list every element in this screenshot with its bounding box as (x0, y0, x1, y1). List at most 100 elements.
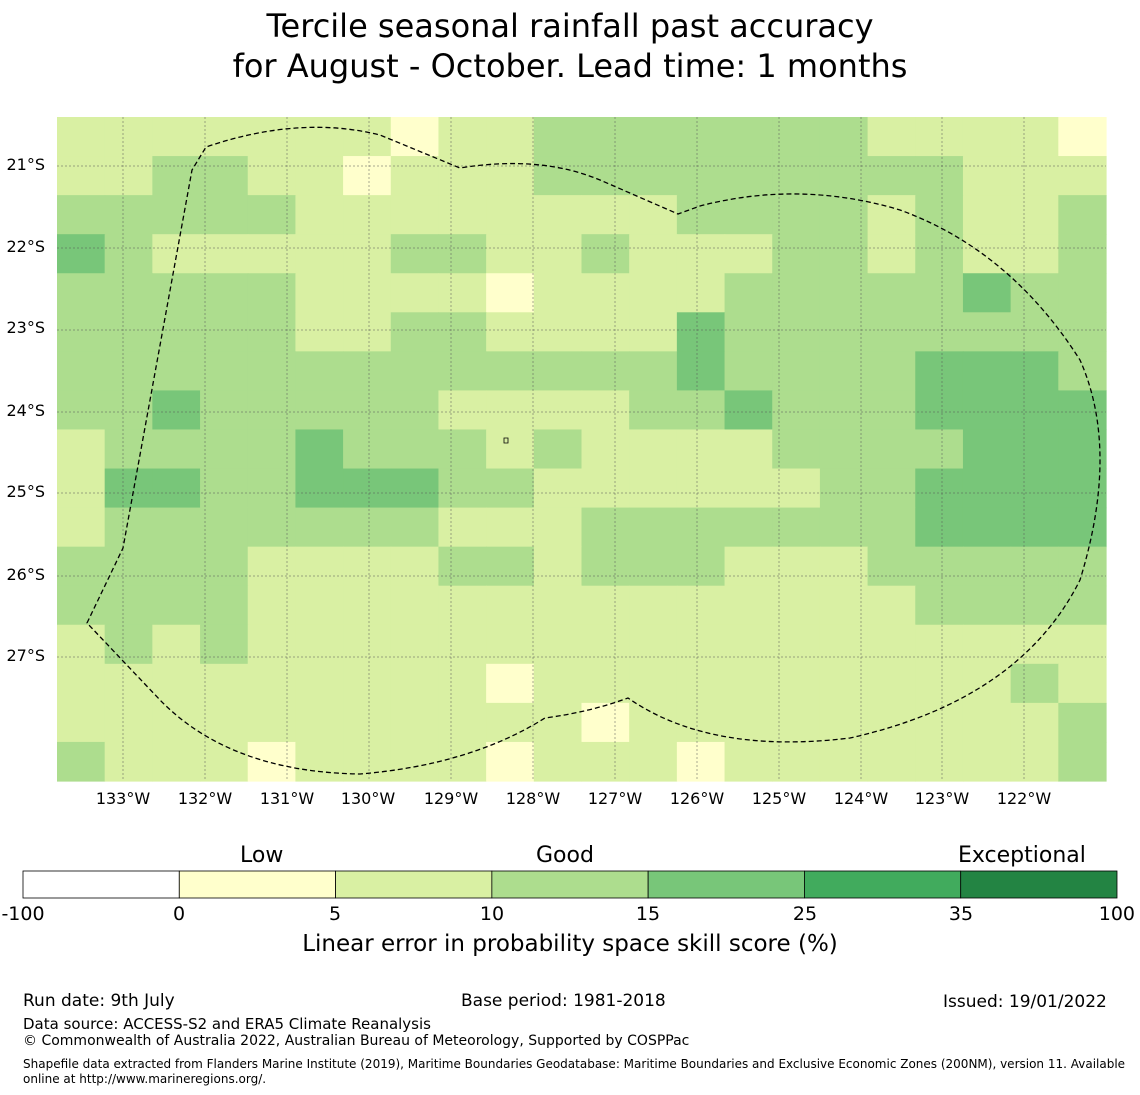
map-cell (104, 585, 153, 626)
map-cell (390, 741, 440, 782)
map-cell (247, 624, 297, 665)
map-cell (295, 624, 344, 665)
map-cell (676, 234, 726, 274)
map-cell (819, 156, 869, 196)
map-cell (343, 624, 392, 665)
map-cell (57, 195, 106, 235)
map-cell (57, 117, 106, 157)
map-cell (104, 741, 153, 782)
map-cell (1010, 546, 1059, 587)
chart-title-line2: for August - October. Lead time: 1 month… (232, 47, 908, 85)
map-cell (533, 273, 583, 313)
map-cell (152, 234, 201, 274)
map-cell (676, 351, 726, 392)
map-cell (867, 468, 916, 509)
map-cell (247, 312, 297, 352)
map-cell (57, 351, 106, 392)
map-cell (104, 546, 153, 587)
map-cell (57, 234, 106, 274)
map-cell (200, 273, 249, 313)
map-cell (819, 507, 869, 548)
map-cell (152, 702, 201, 743)
map-cell (915, 624, 964, 665)
map-cell (1058, 585, 1107, 626)
map-cell (247, 351, 297, 392)
map-cell (772, 507, 821, 548)
map-cell (486, 585, 535, 626)
map-cell (676, 429, 726, 470)
map-cell (295, 468, 344, 509)
map-cell (390, 468, 440, 509)
map-cell (1010, 741, 1059, 782)
map-cells (57, 117, 1107, 782)
map-cell (152, 741, 201, 782)
map-cell (676, 741, 726, 782)
map-cell (343, 741, 392, 782)
lon-label: 124°W (833, 789, 889, 808)
map-cell (57, 312, 106, 352)
map-cell (915, 390, 964, 431)
map-cell (295, 546, 344, 587)
map-cell (57, 507, 106, 548)
map-cell (295, 117, 344, 157)
map-cell (57, 390, 106, 431)
map-cell (247, 468, 297, 509)
map-cell (343, 273, 392, 313)
map-cell (724, 117, 773, 157)
map-cell (819, 468, 869, 509)
map-cell (533, 585, 583, 626)
map-cell (390, 624, 440, 665)
map-cell (676, 390, 726, 431)
map-cell (1010, 195, 1059, 235)
map-cell (724, 663, 773, 704)
map-cell (390, 312, 440, 352)
map-cell (819, 273, 869, 313)
map-cell (819, 390, 869, 431)
map-cell (676, 273, 726, 313)
map-cell (1058, 195, 1107, 235)
map-cell (962, 195, 1012, 235)
map-cell (772, 624, 821, 665)
map-cell (247, 507, 297, 548)
map-cell (962, 702, 1012, 743)
map-cell (200, 624, 249, 665)
map-cell (867, 195, 916, 235)
map-cell (295, 429, 344, 470)
map-cell (962, 741, 1012, 782)
map-cell (581, 468, 630, 509)
map-cell (724, 195, 773, 235)
shapefile-note: Shapefile data extracted from Flanders M… (23, 1057, 1126, 1086)
lon-label: 123°W (914, 789, 970, 808)
map-cell (724, 468, 773, 509)
map-cell (724, 234, 773, 274)
map-cell (295, 273, 344, 313)
map-cell (152, 663, 201, 704)
map-cell (390, 390, 440, 431)
map-cell (724, 429, 773, 470)
map-cell (438, 156, 487, 196)
map-cell (104, 390, 153, 431)
map-cell (962, 663, 1012, 704)
map-cell (676, 624, 726, 665)
map-cell (772, 273, 821, 313)
map-cell (104, 273, 153, 313)
map-cell (1058, 663, 1107, 704)
map-cell (390, 702, 440, 743)
map-cell (295, 195, 344, 235)
map-cell (533, 390, 583, 431)
map-cell (1010, 663, 1059, 704)
map-cell (819, 741, 869, 782)
map-cell (962, 546, 1012, 587)
map-cell (486, 624, 535, 665)
map-cell (915, 195, 964, 235)
lon-label: 128°W (505, 789, 561, 808)
map-cell (343, 312, 392, 352)
map-cell (1010, 585, 1059, 626)
map-cell (295, 390, 344, 431)
map-cell (200, 468, 249, 509)
map-cell (867, 273, 916, 313)
map-cell (486, 468, 535, 509)
map-cell (962, 585, 1012, 626)
map-cell (438, 234, 487, 274)
